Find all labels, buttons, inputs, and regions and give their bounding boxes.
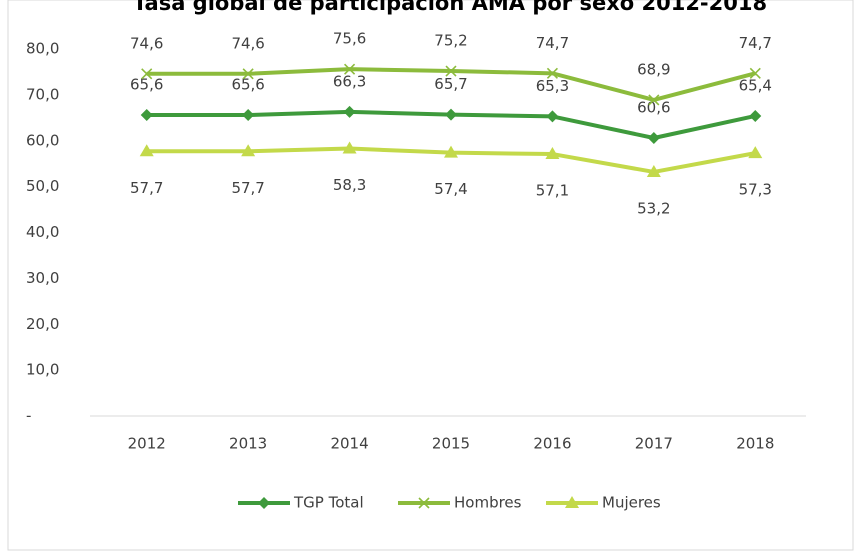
data-label: 60,6 — [637, 98, 670, 116]
marker — [647, 131, 660, 144]
x-tick-label: 2015 — [432, 435, 470, 453]
data-label: 57,3 — [739, 181, 772, 199]
marker — [139, 144, 154, 157]
y-tick-label: 40,0 — [26, 223, 59, 241]
marker — [749, 67, 761, 79]
y-tick-label: 70,0 — [26, 85, 59, 103]
y-tick-label: 20,0 — [26, 315, 59, 333]
data-label: 57,1 — [536, 182, 569, 200]
data-label: 65,7 — [434, 75, 467, 93]
y-tick-label: 80,0 — [26, 40, 59, 58]
marker — [344, 63, 356, 75]
data-label: 74,6 — [130, 34, 163, 52]
data-label: 53,2 — [637, 199, 670, 217]
marker — [242, 68, 254, 80]
x-tick-label: 2014 — [330, 435, 368, 453]
marker — [748, 146, 763, 159]
data-label: 66,3 — [333, 72, 366, 90]
x-tick-label: 2017 — [635, 435, 673, 453]
marker — [342, 141, 357, 154]
y-tick-label: 60,0 — [26, 131, 59, 149]
y-tick-label: 30,0 — [26, 269, 59, 287]
data-label: 74,7 — [536, 34, 569, 52]
marker — [646, 164, 661, 177]
x-tick-label: 2016 — [533, 435, 571, 453]
x-tick-label: 2013 — [229, 435, 267, 453]
data-label: 58,3 — [333, 176, 366, 194]
marker — [445, 65, 457, 77]
y-tick-label: 10,0 — [26, 361, 59, 379]
x-tick-label: 2018 — [736, 435, 774, 453]
legend-marker — [565, 496, 579, 508]
data-label: 57,7 — [130, 179, 163, 197]
data-label: 75,2 — [434, 32, 467, 50]
data-label: 75,6 — [333, 30, 366, 48]
legend-label: Hombres — [454, 494, 522, 512]
y-tick-label: 50,0 — [26, 177, 59, 195]
legend-label: TGP Total — [293, 494, 364, 512]
legend-marker — [418, 497, 430, 509]
data-label: 65,6 — [231, 76, 264, 94]
marker — [141, 68, 153, 80]
marker — [242, 109, 255, 122]
data-label: 74,7 — [739, 34, 772, 52]
marker — [545, 147, 560, 160]
y-tick-label: - — [26, 407, 31, 425]
marker — [749, 109, 762, 122]
legend-marker — [258, 497, 270, 509]
marker — [546, 110, 559, 123]
marker — [546, 67, 558, 79]
data-label: 65,4 — [739, 76, 772, 94]
marker — [445, 108, 457, 121]
data-label: 57,4 — [434, 180, 467, 198]
data-label: 65,6 — [130, 76, 163, 94]
marker — [648, 94, 660, 106]
chart-frame — [7, 0, 854, 551]
legend-label: Mujeres — [602, 494, 661, 512]
marker — [343, 105, 356, 118]
data-label: 57,7 — [231, 179, 264, 197]
data-label: 68,9 — [637, 60, 670, 78]
data-label: 65,3 — [536, 77, 569, 95]
marker — [140, 109, 153, 122]
data-label: 74,6 — [231, 34, 264, 52]
x-tick-label: 2012 — [128, 435, 166, 453]
marker — [241, 144, 256, 157]
marker — [444, 145, 458, 158]
chart-title: Tasa global de participación AMA por sex… — [133, 0, 767, 15]
